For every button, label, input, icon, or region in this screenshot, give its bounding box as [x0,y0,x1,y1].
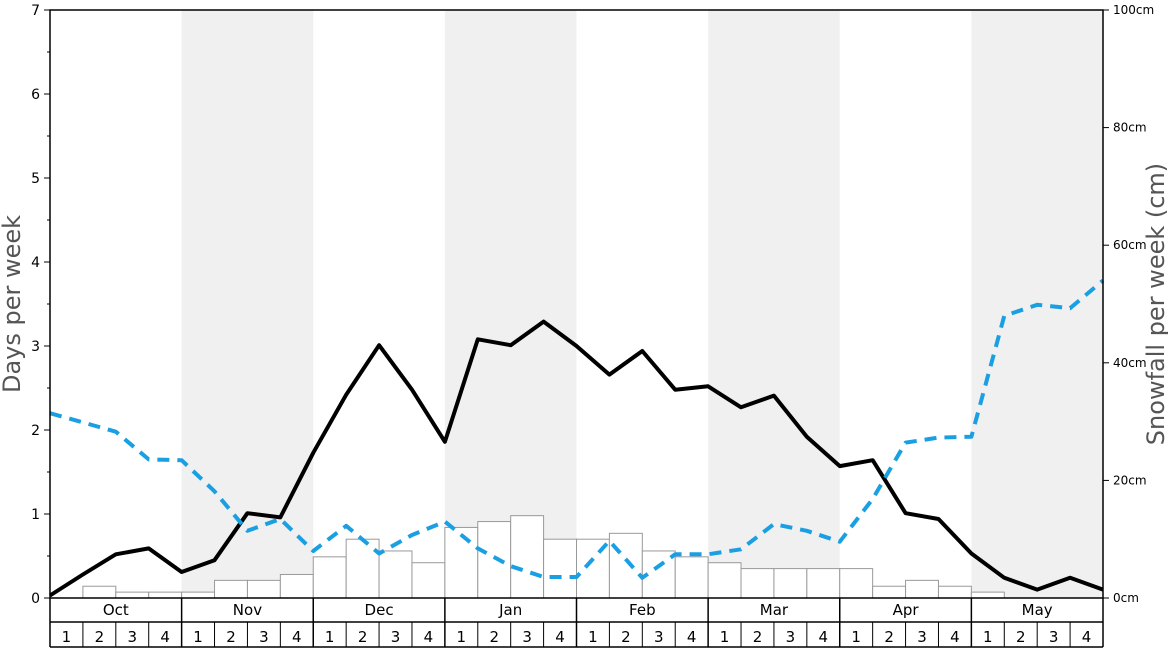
week-label: 3 [654,628,664,646]
left-axis: 0 1 2 3 4 5 6 7 [31,3,50,607]
snowfall-bar [82,585,117,599]
week-label: 4 [292,628,302,646]
right-axis: 0cm 20cm 40cm 60cm 80cm 100cm [1103,3,1154,605]
snowfall-bar [148,591,183,599]
snowfall-bar [543,538,577,599]
month-label-oct: Oct [103,601,129,619]
snowfall-bar [707,562,742,599]
snowfall-bar [937,585,972,599]
x-axis: Oct 1 2 3 4 Nov 1 2 3 4 Dec 1 2 3 4 Jan 1 2 3 4 Feb 1 2 3 4 Mar 1 2… [49,598,1104,648]
snowfall-bar [444,526,479,599]
snowfall-bar [279,573,314,599]
black-solid-line [48,319,1104,598]
week-label: 1 [720,628,730,646]
snowfall-bar [510,515,545,599]
snowfall-bar [872,585,907,599]
week-label: 1 [983,628,993,646]
month-label-feb: Feb [629,601,656,619]
left-axis-title: Days per week [0,215,26,393]
snowfall-bar [115,591,150,599]
week-label: 1 [62,628,72,646]
right-tick-label: 20cm [1113,473,1147,487]
week-label: 4 [687,628,697,646]
snowfall-bar [740,568,775,599]
week-label: 3 [259,628,269,646]
snowfall-bar [477,521,512,599]
week-label: 2 [489,628,499,646]
left-tick-label: 5 [31,171,40,187]
snowfall-bar [312,556,347,599]
month-label-nov: Nov [233,601,262,619]
week-label: 2 [621,628,631,646]
week-label: 2 [884,628,894,646]
week-label: 3 [522,628,532,646]
left-tick-label: 7 [31,3,40,19]
left-tick-label: 3 [31,339,40,355]
snowfall-bar [378,550,413,599]
month-band-mar [708,10,840,598]
week-label: 2 [226,628,236,646]
blue-dashed-line [49,278,1105,580]
snowfall-bar [246,579,281,599]
month-label-mar: Mar [760,601,789,619]
week-label: 1 [851,628,861,646]
month-label-dec: Dec [365,601,394,619]
month-band-nov [181,10,314,598]
week-label: 3 [127,628,137,646]
data-lines [48,278,1105,598]
left-tick-label: 4 [31,255,40,271]
week-label: 4 [819,628,829,646]
month-shading-bands [181,10,1103,598]
month-band-jan [444,10,577,598]
snowfall-bar [839,568,874,599]
left-tick-label: 0 [31,591,40,607]
snowfall-bar [181,591,216,599]
week-label: 4 [424,628,434,646]
snowfall-bar [773,568,808,599]
week-label: 2 [753,628,763,646]
week-label: 3 [391,628,401,646]
week-label: 3 [917,628,927,646]
right-axis-title: Snowfall per week (cm) [1142,163,1168,445]
snowfall-bar [970,591,1005,599]
right-tick-label: 60cm [1113,238,1147,252]
left-tick-label: 1 [31,507,40,523]
week-label: 4 [1082,628,1092,646]
right-tick-label: 0cm [1113,591,1139,605]
week-label: 1 [325,628,335,646]
left-tick-label: 6 [31,87,40,103]
month-label-may: May [1022,601,1053,619]
week-label: 2 [358,628,368,646]
month-label-jan: Jan [498,601,522,619]
right-tick-label: 80cm [1113,121,1147,135]
week-label: 2 [95,628,105,646]
snowfall-bar [905,579,939,599]
week-label: 1 [588,628,598,646]
week-label: 1 [193,628,203,646]
week-label: 4 [160,628,170,646]
snowfall-bar [608,532,643,599]
week-label: 2 [1016,628,1026,646]
snowfall-bar [214,579,248,599]
snowfall-bar [345,538,380,599]
week-label: 3 [1049,628,1059,646]
snowfall-bar [411,562,446,599]
month-label-apr: Apr [893,601,920,619]
snowfall-bar [674,556,709,599]
week-label: 1 [457,628,467,646]
week-label: 4 [555,628,565,646]
left-tick-label: 2 [31,423,40,439]
right-tick-label: 40cm [1113,356,1147,370]
snowfall-bar [806,568,841,599]
right-tick-label: 100cm [1113,3,1154,17]
week-label: 4 [950,628,960,646]
week-label: 3 [786,628,796,646]
